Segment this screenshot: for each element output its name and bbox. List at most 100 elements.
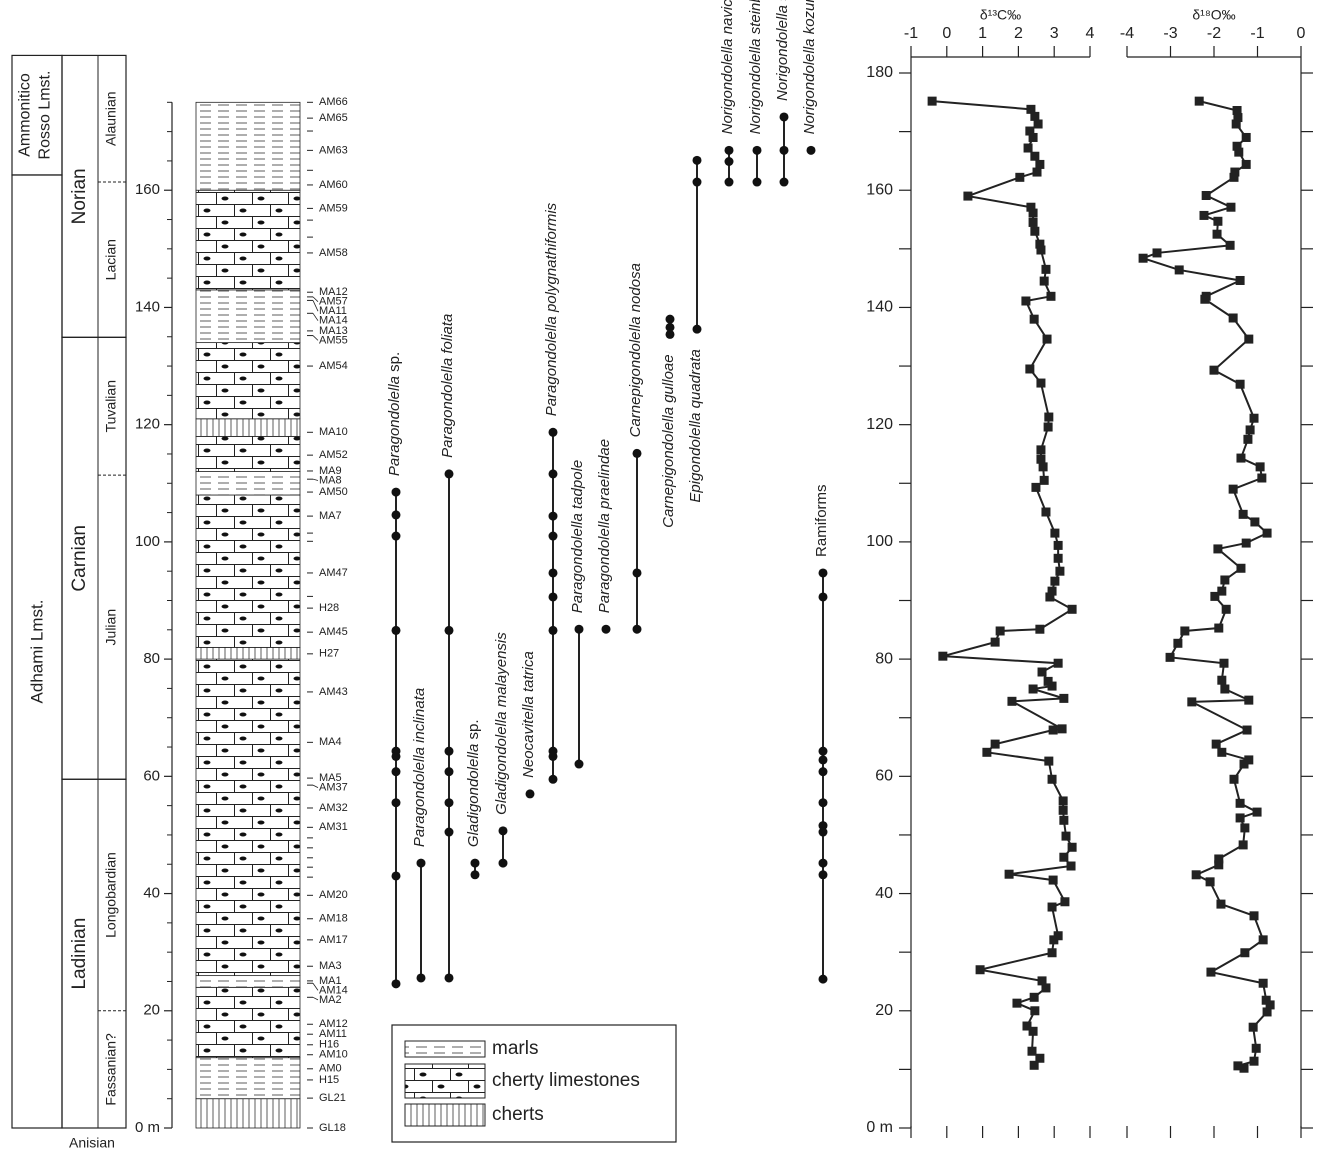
data-point: [1028, 217, 1038, 227]
data-point: [975, 965, 985, 975]
taxon-name: Paragondolella inclinata: [411, 688, 428, 847]
occurrence: [724, 177, 734, 187]
data-point: [1219, 658, 1229, 668]
sample-label: AM65: [319, 112, 348, 124]
data-point: [1058, 796, 1068, 806]
data-point: [1053, 553, 1063, 563]
data-point: [1239, 1063, 1249, 1073]
data-point: [1257, 473, 1267, 483]
data-point: [1025, 364, 1035, 374]
sample-leader: [312, 335, 319, 341]
data-point: [1047, 774, 1057, 784]
x-tick-label: 0: [942, 25, 951, 42]
data-point: [1238, 509, 1248, 519]
data-point: [1028, 208, 1038, 218]
data-point: [927, 96, 937, 106]
data-point: [1221, 604, 1231, 614]
data-point: [1048, 725, 1058, 735]
occurrence: [818, 827, 828, 837]
data-point: [1258, 935, 1268, 945]
data-point: [1226, 202, 1236, 212]
occurrence: [692, 177, 702, 187]
lithology-bed: [195, 418, 301, 437]
data-point: [1015, 172, 1025, 182]
x-tick-label: 2: [1014, 25, 1023, 42]
taxon-name: Paragondolella sp.: [386, 352, 403, 476]
data-point: [1138, 253, 1148, 263]
data-point: [1241, 159, 1251, 169]
occurrence: [548, 531, 558, 541]
sample-label: AM63: [319, 144, 348, 156]
legend-swatch: [404, 1040, 486, 1058]
occurrence: [391, 871, 401, 881]
data-point: [1059, 852, 1069, 862]
data-point: [1061, 831, 1071, 841]
stage-label: Anisian: [69, 1135, 115, 1150]
data-point: [1214, 860, 1224, 870]
y-tick-label: 40: [143, 885, 160, 902]
occurrence: [548, 511, 558, 521]
data-point: [1240, 948, 1250, 958]
data-point: [1026, 202, 1036, 212]
substage-label: Alaunian: [103, 91, 119, 146]
data-point: [1205, 877, 1215, 887]
data-point: [1067, 604, 1077, 614]
data-point: [1066, 861, 1076, 871]
data-point: [1244, 695, 1254, 705]
y-tick-label: 140: [135, 298, 160, 315]
data-point: [1233, 113, 1243, 123]
data-point: [990, 739, 1000, 749]
data-point: [1058, 805, 1068, 815]
data-point: [1214, 623, 1224, 633]
sample-leader: [312, 478, 319, 481]
occurrence: [692, 155, 702, 165]
occurrence: [806, 145, 816, 155]
data-point: [1206, 967, 1216, 977]
sample-label: AM45: [319, 626, 348, 638]
data-point: [1250, 517, 1260, 527]
sample-label: MA9: [319, 465, 342, 477]
data-point: [1235, 798, 1245, 808]
axis-title: δ¹⁸O‰: [1192, 7, 1235, 23]
substage-label: Tuvalian: [103, 380, 119, 432]
sample-label: H15: [319, 1074, 339, 1086]
occurrence: [818, 858, 828, 868]
occurrence: [525, 789, 535, 799]
sample-label: AM58: [319, 247, 348, 259]
sample-label: AM32: [319, 802, 348, 814]
substage-label: Longobardian: [103, 852, 119, 938]
occurrence: [818, 568, 828, 578]
data-point: [1199, 210, 1209, 220]
sample-leader: [312, 996, 319, 1001]
taxon-name: Norigondolella steinbergensis: [747, 0, 764, 134]
data-point: [1242, 725, 1252, 735]
sample-label: AM50: [319, 486, 348, 498]
data-point: [1212, 229, 1222, 239]
data-point: [1028, 1026, 1038, 1036]
data-point: [1231, 119, 1241, 129]
data-point: [1035, 1053, 1045, 1063]
x-tick-label: 0: [1297, 25, 1306, 42]
x-tick-label: 3: [1050, 25, 1059, 42]
occurrence: [548, 427, 558, 437]
data-point: [1022, 1021, 1032, 1031]
occurrence: [444, 973, 454, 983]
data-point: [1043, 422, 1053, 432]
occurrence: [548, 568, 558, 578]
legend-swatch: [404, 1063, 486, 1099]
data-point: [1180, 626, 1190, 636]
data-point: [1036, 445, 1046, 455]
sample-label: MA8: [319, 474, 342, 486]
data-point: [1029, 314, 1039, 324]
axis-title: δ¹³C‰: [980, 7, 1021, 23]
y-tick-label: 120: [135, 416, 160, 433]
sample-label: AM59: [319, 202, 348, 214]
data-point: [1057, 724, 1067, 734]
y-tick-label: 160: [135, 181, 160, 198]
stage: [61, 54, 127, 338]
data-point: [1041, 507, 1051, 517]
lithology-bed: [195, 986, 301, 1059]
data-point: [1191, 870, 1201, 880]
sample-label: H28: [319, 602, 339, 614]
